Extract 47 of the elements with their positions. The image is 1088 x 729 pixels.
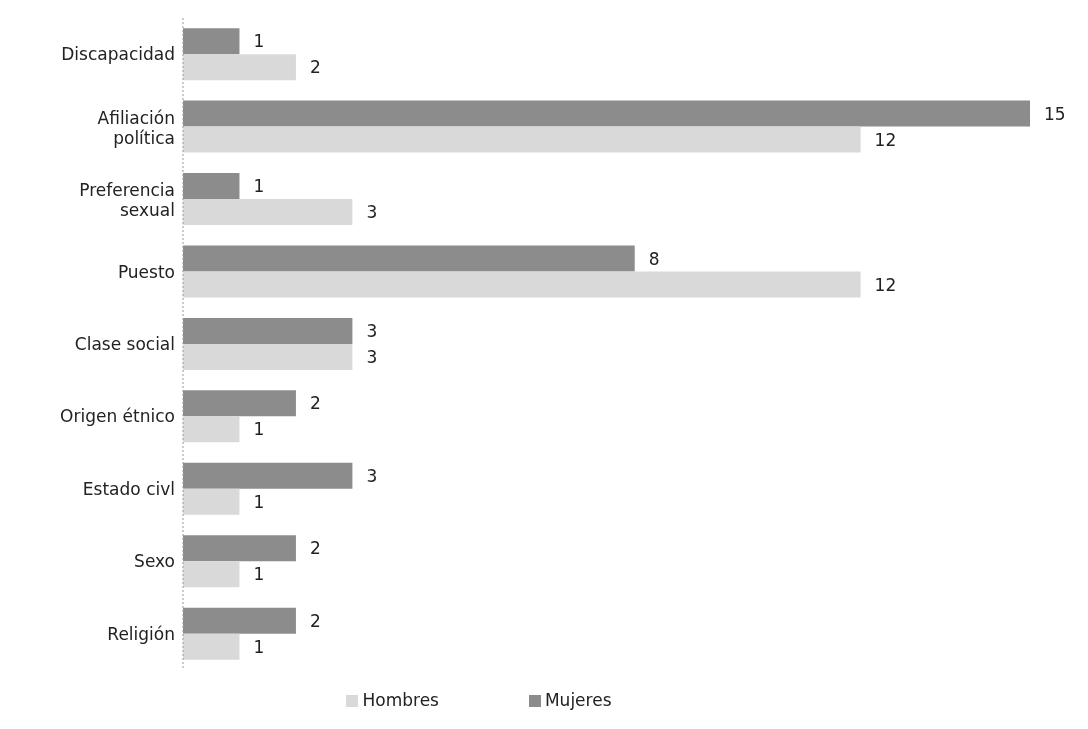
legend-label: Hombres bbox=[362, 690, 439, 710]
data-label: 1 bbox=[253, 176, 265, 197]
bar bbox=[183, 173, 240, 200]
data-label: 1 bbox=[253, 419, 265, 440]
bar bbox=[183, 462, 353, 489]
bar bbox=[183, 317, 353, 344]
y-tick-label: Preferencia sexual bbox=[79, 180, 175, 221]
data-label: 3 bbox=[366, 202, 378, 223]
bar bbox=[183, 271, 861, 298]
data-label: 3 bbox=[366, 346, 378, 367]
data-label: 2 bbox=[309, 610, 321, 631]
y-tick-label: Puesto bbox=[117, 261, 175, 282]
y-tick-label: Discapacidad bbox=[61, 44, 175, 65]
bar bbox=[183, 561, 240, 588]
bar bbox=[183, 199, 353, 226]
data-label: 2 bbox=[309, 538, 321, 559]
data-label: 1 bbox=[253, 31, 265, 52]
y-tick-label: Estado civl bbox=[82, 478, 175, 499]
bar bbox=[183, 54, 296, 81]
data-label: 12 bbox=[874, 129, 897, 150]
bar bbox=[183, 126, 861, 153]
bar bbox=[183, 390, 296, 417]
bar bbox=[183, 343, 353, 370]
data-label: 8 bbox=[648, 248, 660, 269]
bar bbox=[183, 535, 296, 562]
bar bbox=[183, 416, 240, 443]
bar bbox=[183, 100, 1030, 127]
data-label: 2 bbox=[309, 57, 321, 78]
data-label: 3 bbox=[366, 320, 378, 341]
data-label: 1 bbox=[253, 564, 265, 585]
legend-label: Mujeres bbox=[544, 690, 612, 710]
y-tick-label: Afiliación política bbox=[97, 107, 175, 148]
y-tick-label: Clase social bbox=[74, 334, 175, 354]
bar bbox=[183, 245, 635, 272]
bar bbox=[183, 607, 296, 634]
data-label: 15 bbox=[1044, 103, 1066, 124]
data-label: 3 bbox=[366, 465, 378, 486]
y-tick-label: Sexo bbox=[134, 551, 175, 572]
bar bbox=[183, 633, 240, 660]
data-label: 1 bbox=[253, 491, 265, 512]
data-label: 12 bbox=[874, 274, 897, 295]
bar bbox=[183, 488, 240, 515]
data-label: 2 bbox=[309, 393, 321, 414]
y-tick-label: Origen étnico bbox=[60, 406, 175, 427]
bar bbox=[183, 28, 240, 55]
data-label: 1 bbox=[253, 636, 265, 657]
y-tick-label: Religión bbox=[107, 623, 175, 644]
